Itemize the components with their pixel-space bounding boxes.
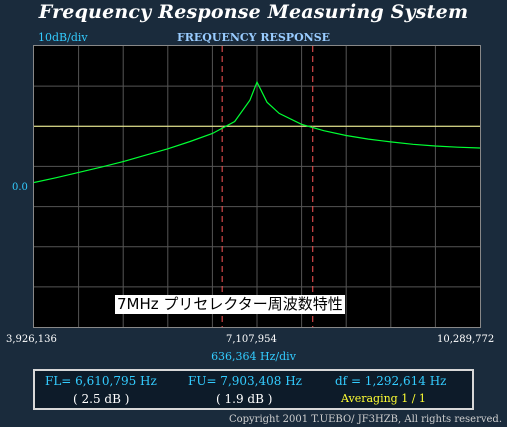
fl-value: FL= 6,610,795 Hz [45,374,157,388]
fl-db-value: ( 2.5 dB ) [73,392,130,406]
copyright: Copyright 2001 T.UEBO/ JF3HZB, All right… [228,414,502,425]
plot-svg [34,46,480,327]
ref-level-label: 0.0 [12,182,28,193]
x-scale-label: 636,364 Hz/div [211,350,296,363]
fu-db-value: ( 1.9 dB ) [216,392,273,406]
fu-value: FU= 7,903,408 Hz [188,374,302,388]
plot-area[interactable] [33,45,481,328]
app-title: Frequency Response Measuring System [38,1,469,23]
graph-title: FREQUENCY RESPONSE [176,31,331,44]
averaging-value: Averaging 1 / 1 [341,392,426,405]
x-center-label: 7,107,954 [226,334,277,345]
y-scale-label: 10dB/div [38,31,88,44]
x-end-label: 10,289,772 [437,334,495,345]
response-trace [34,80,480,184]
df-value: df = 1,292,614 Hz [335,374,447,388]
graph-caption: 7MHz プリセレクター周波数特性 [115,295,345,314]
results-panel: FL= 6,610,795 Hz ( 2.5 dB ) FU= 7,903,40… [33,369,474,410]
x-start-label: 3,926,136 [6,334,57,345]
